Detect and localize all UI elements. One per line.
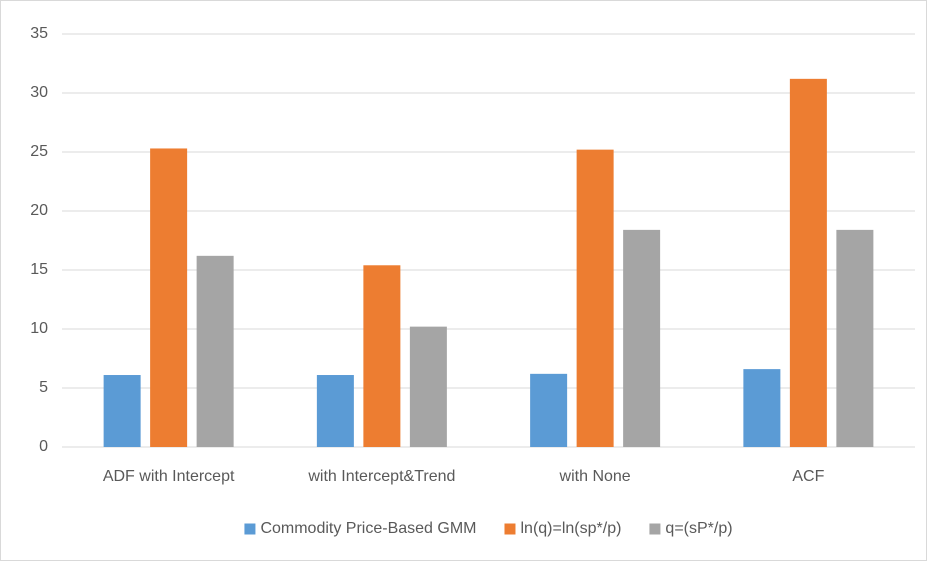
- y-tick-label: 30: [30, 84, 48, 101]
- legend-label: ln(q)=ln(sp*/p): [520, 520, 621, 537]
- y-tick-label: 15: [30, 261, 48, 278]
- x-tick-label: ADF with Intercept: [103, 468, 235, 485]
- legend-label: Commodity Price-Based GMM: [260, 520, 476, 537]
- legend-swatch: [649, 523, 661, 535]
- y-tick-label: 35: [30, 25, 48, 42]
- bar: [623, 229, 661, 447]
- bar: [196, 255, 234, 447]
- bar: [409, 326, 447, 447]
- bar: [836, 229, 874, 447]
- x-tick-label: with None: [559, 468, 631, 485]
- legend-swatch: [244, 523, 256, 535]
- y-tick-label: 5: [39, 379, 48, 396]
- y-tick-label: 0: [39, 438, 48, 455]
- bar: [150, 148, 188, 447]
- y-tick-label: 20: [30, 202, 48, 219]
- bar: [576, 149, 614, 447]
- bar: [316, 375, 354, 447]
- bar: [363, 265, 401, 447]
- x-tick-label: ACF: [792, 468, 824, 485]
- legend-label: q=(sP*/p): [665, 520, 732, 537]
- y-tick-label: 25: [30, 143, 48, 160]
- bar: [743, 369, 781, 447]
- x-tick-label: with Intercept&Trend: [307, 468, 455, 485]
- y-tick-label: 10: [30, 320, 48, 337]
- legend-swatch: [504, 523, 516, 535]
- bar: [103, 375, 141, 447]
- bar: [789, 78, 827, 447]
- bar: [530, 373, 568, 447]
